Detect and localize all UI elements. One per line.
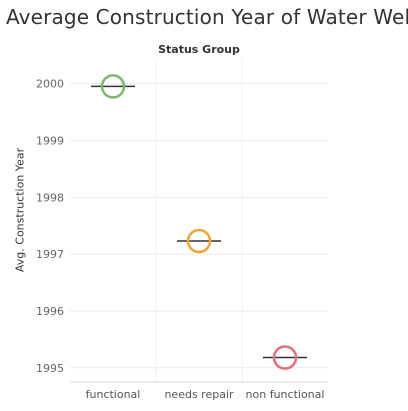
chart-title: Average Construction Year of Water Wells <box>6 5 408 29</box>
column-header: Status Group <box>158 43 240 56</box>
x-category-label: needs repair <box>164 388 234 401</box>
x-category-label: functional <box>86 388 141 401</box>
data-point-circle <box>186 228 212 254</box>
y-tick-label: 1999 <box>36 134 64 147</box>
y-tick-label: 1996 <box>36 305 64 318</box>
data-point-circle <box>100 74 126 99</box>
y-tick-label: 2000 <box>36 78 64 91</box>
data-point-circle <box>272 345 298 370</box>
x-category-label: non functional <box>246 388 325 401</box>
y-tick-label: 1998 <box>36 191 64 204</box>
y-tick-label: 1997 <box>36 248 64 261</box>
y-tick-label: 1995 <box>36 362 64 375</box>
